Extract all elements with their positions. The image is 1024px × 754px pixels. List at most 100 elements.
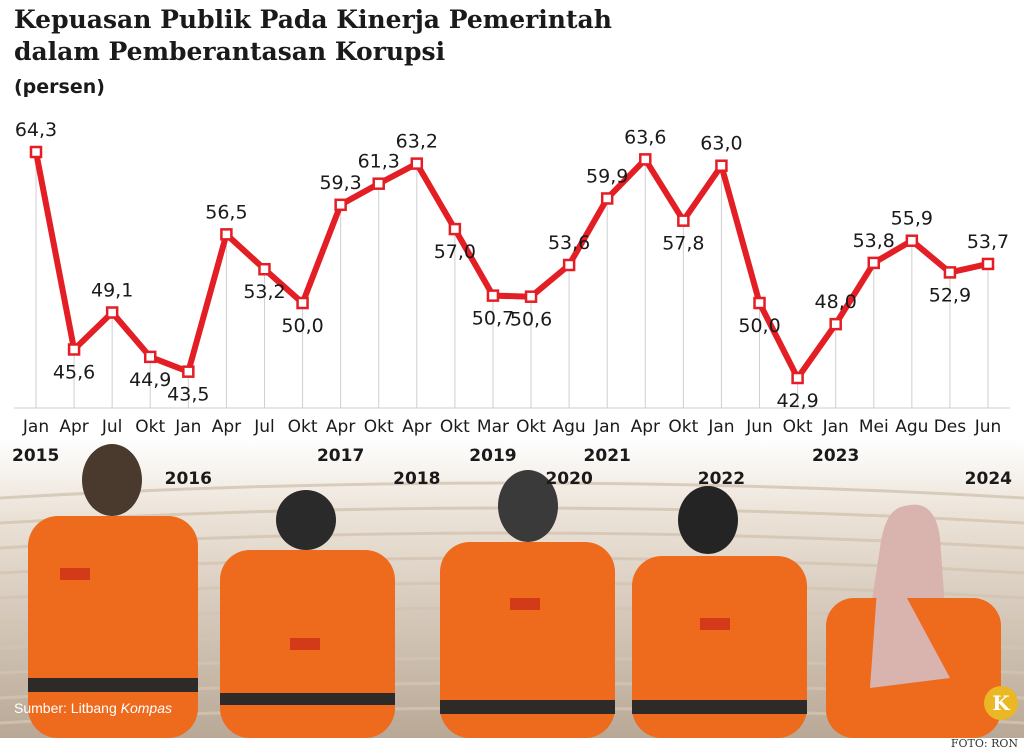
month-tick-label: Apr: [402, 417, 431, 437]
data-label: 55,9: [891, 208, 933, 230]
chart-title: Kepuasan Publik Pada Kinerja Pemerintah …: [14, 4, 612, 68]
data-point: [296, 296, 309, 310]
person-2: [220, 490, 395, 738]
year-label: 2018: [393, 469, 440, 489]
month-tick-label: Jul: [253, 417, 275, 437]
year-label: 2024: [965, 469, 1012, 489]
data-label: 48,0: [815, 291, 857, 313]
data-point: [524, 290, 538, 303]
chart-title-line-2: dalam Pemberantasan Korupsi: [14, 37, 446, 66]
data-label: 50,6: [510, 309, 552, 331]
data-label: 50,7: [472, 308, 514, 330]
year-label: 2020: [545, 469, 592, 489]
data-label: 42,9: [776, 390, 818, 412]
month-tick-label: Agu: [895, 417, 928, 437]
data-label: 45,6: [53, 361, 95, 383]
month-tick-label: Jun: [974, 417, 1002, 437]
data-label: 56,5: [205, 201, 247, 223]
month-tick-label: Jan: [593, 417, 620, 437]
month-tick-label: Apr: [631, 417, 660, 437]
data-point: [867, 256, 881, 270]
data-point: [486, 289, 500, 302]
data-label: 63,2: [396, 131, 438, 153]
unit-label: (persen): [14, 76, 105, 98]
month-tick-label: Jan: [174, 417, 201, 437]
source-note: Sumber: Litbang Kompas: [14, 700, 172, 716]
year-label: 2023: [812, 446, 859, 466]
month-tick-label: Apr: [212, 417, 241, 437]
month-tick-label: Jul: [101, 417, 123, 437]
source-name: Kompas: [120, 700, 172, 716]
month-tick-label: Mei: [859, 417, 889, 437]
data-point: [410, 157, 424, 170]
data-point: [905, 234, 919, 247]
chart-title-line-1: Kepuasan Publik Pada Kinerja Pemerintah: [14, 5, 612, 34]
data-point: [220, 228, 233, 241]
data-point: [258, 262, 271, 276]
data-point: [639, 153, 652, 166]
data-label: 59,3: [319, 172, 361, 194]
source-prefix: Sumber: Litbang: [14, 700, 121, 716]
data-label: 57,0: [434, 241, 476, 263]
data-point: [981, 257, 995, 271]
year-label: 2019: [469, 446, 516, 466]
month-tick-label: Jan: [822, 417, 849, 437]
year-label: 2015: [12, 446, 59, 466]
month-tick-label: Okt: [135, 417, 165, 437]
data-point: [829, 317, 842, 331]
data-label: 64,3: [15, 119, 57, 141]
data-point: [182, 365, 195, 378]
data-label: 53,6: [548, 232, 590, 254]
month-tick-label: Okt: [364, 417, 394, 437]
data-point: [791, 371, 804, 385]
data-point: [67, 343, 81, 356]
data-label: 57,8: [662, 233, 704, 255]
person-3: [440, 470, 615, 738]
data-label: 50,0: [281, 315, 323, 337]
data-point: [600, 192, 614, 205]
person-4: [632, 486, 807, 738]
data-label: 44,9: [129, 369, 171, 391]
person-5: [826, 504, 1001, 738]
year-label: 2017: [317, 446, 364, 466]
data-label: 53,7: [967, 231, 1009, 253]
year-label: 2021: [584, 446, 631, 466]
data-label: 53,8: [853, 230, 895, 252]
data-label: 53,2: [243, 281, 285, 303]
data-label: 63,6: [624, 126, 666, 148]
year-label: 2022: [698, 469, 745, 489]
person-1: [28, 444, 198, 738]
data-point: [677, 214, 690, 227]
photo-credit: FOTO: RON: [950, 737, 1018, 750]
data-label: 50,0: [738, 315, 780, 337]
month-tick-label: Apr: [326, 417, 355, 437]
data-point: [562, 258, 576, 272]
month-tick-label: Okt: [288, 417, 318, 437]
month-tick-label: Mar: [477, 417, 509, 437]
data-label: 43,5: [167, 384, 209, 406]
month-tick-label: Okt: [668, 417, 698, 437]
month-tick-label: Jan: [707, 417, 734, 437]
month-tick-label: Okt: [516, 417, 546, 437]
month-tick-label: Agu: [553, 417, 586, 437]
month-tick-label: Jun: [745, 417, 773, 437]
month-tick-label: Des: [934, 417, 967, 437]
series-line: [33, 149, 991, 381]
data-point: [448, 222, 462, 236]
month-tick-label: Okt: [783, 417, 813, 437]
data-point: [372, 177, 385, 190]
data-point: [29, 145, 43, 159]
data-point: [334, 198, 347, 212]
month-tick-label: Apr: [59, 417, 88, 437]
data-label: 63,0: [700, 133, 742, 155]
data-point: [943, 266, 957, 279]
data-point: [753, 296, 766, 310]
month-tick-label: Okt: [440, 417, 470, 437]
data-point: [143, 350, 157, 364]
data-label: 49,1: [91, 280, 133, 302]
data-label: 52,9: [929, 284, 971, 306]
background-photo: [0, 438, 1024, 738]
data-point: [105, 306, 119, 319]
data-label: 59,9: [586, 165, 628, 187]
line-chart: Jan Apr Jul Okt Jan Apr Jul Okt Apr Okt Apr Okt Mar O…: [12, 119, 1012, 489]
